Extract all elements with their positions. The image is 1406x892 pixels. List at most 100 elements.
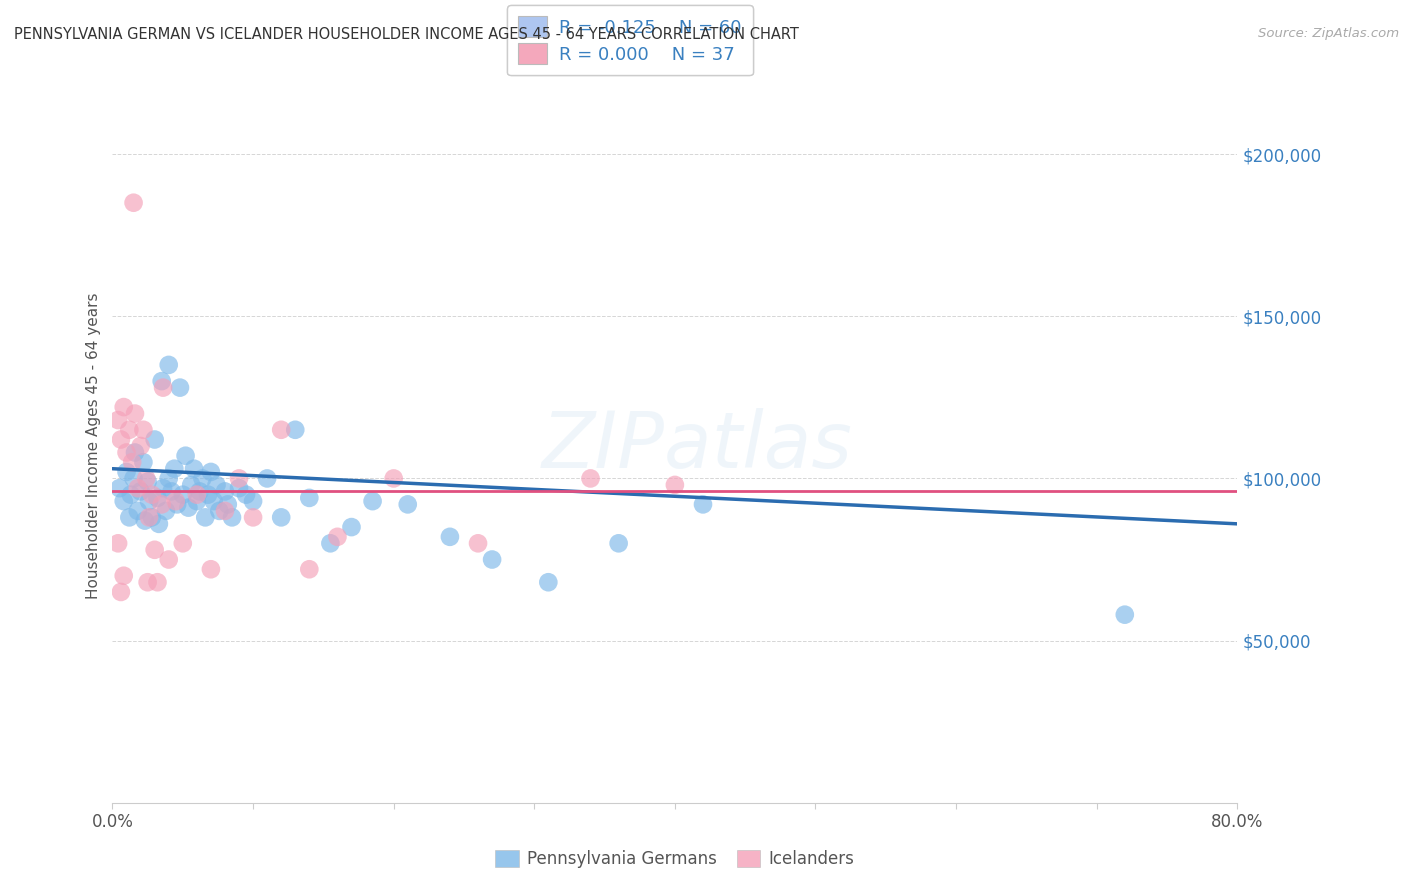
Point — [191, 471, 214, 485]
Point — [270, 423, 292, 437]
Point — [132, 455, 155, 469]
Point — [228, 471, 250, 485]
Point — [110, 433, 132, 447]
Point — [143, 542, 166, 557]
Point — [298, 491, 321, 505]
Point — [200, 465, 222, 479]
Point — [155, 504, 177, 518]
Point — [186, 488, 208, 502]
Point — [115, 445, 138, 459]
Point — [228, 481, 250, 495]
Point — [221, 510, 243, 524]
Point — [118, 423, 141, 437]
Point — [129, 439, 152, 453]
Point — [256, 471, 278, 485]
Point — [202, 494, 225, 508]
Point — [174, 449, 197, 463]
Point — [157, 358, 180, 372]
Point — [361, 494, 384, 508]
Legend: R = -0.125    N = 60, R = 0.000    N = 37: R = -0.125 N = 60, R = 0.000 N = 37 — [508, 5, 752, 75]
Point — [134, 514, 156, 528]
Point — [120, 488, 142, 502]
Point — [439, 530, 461, 544]
Point — [132, 423, 155, 437]
Text: ZIPatlas: ZIPatlas — [541, 408, 853, 484]
Point — [217, 497, 239, 511]
Point — [382, 471, 405, 485]
Point — [194, 510, 217, 524]
Point — [107, 413, 129, 427]
Point — [284, 423, 307, 437]
Point — [214, 504, 236, 518]
Point — [115, 465, 138, 479]
Point — [165, 494, 187, 508]
Point — [138, 494, 160, 508]
Point — [319, 536, 342, 550]
Point — [129, 484, 152, 499]
Point — [579, 471, 602, 485]
Point — [242, 494, 264, 508]
Point — [172, 536, 194, 550]
Point — [112, 494, 135, 508]
Point — [146, 575, 169, 590]
Point — [127, 504, 149, 518]
Point — [172, 488, 194, 502]
Point — [152, 481, 174, 495]
Point — [208, 504, 231, 518]
Point — [152, 381, 174, 395]
Point — [124, 445, 146, 459]
Point — [205, 478, 228, 492]
Point — [148, 516, 170, 531]
Point — [186, 494, 208, 508]
Point — [180, 478, 202, 492]
Point — [138, 510, 160, 524]
Point — [183, 461, 205, 475]
Point — [124, 407, 146, 421]
Point — [242, 510, 264, 524]
Text: Source: ZipAtlas.com: Source: ZipAtlas.com — [1258, 27, 1399, 40]
Point — [197, 488, 219, 502]
Text: PENNSYLVANIA GERMAN VS ICELANDER HOUSEHOLDER INCOME AGES 45 - 64 YEARS CORRELATI: PENNSYLVANIA GERMAN VS ICELANDER HOUSEHO… — [14, 27, 799, 42]
Point — [481, 552, 503, 566]
Point — [122, 471, 145, 485]
Point — [270, 510, 292, 524]
Point — [112, 568, 135, 582]
Point — [326, 530, 349, 544]
Point — [396, 497, 419, 511]
Point — [188, 484, 211, 499]
Point — [157, 552, 180, 566]
Point — [169, 381, 191, 395]
Point — [150, 497, 173, 511]
Point — [118, 510, 141, 524]
Point — [136, 575, 159, 590]
Point — [1114, 607, 1136, 622]
Point — [160, 484, 183, 499]
Point — [112, 400, 135, 414]
Point — [177, 500, 200, 515]
Point — [108, 481, 131, 495]
Point — [235, 488, 257, 502]
Legend: Pennsylvania Germans, Icelanders: Pennsylvania Germans, Icelanders — [489, 843, 860, 875]
Point — [607, 536, 630, 550]
Point — [110, 585, 132, 599]
Point — [467, 536, 489, 550]
Point — [664, 478, 686, 492]
Point — [146, 491, 169, 505]
Point — [135, 471, 157, 485]
Point — [214, 484, 236, 499]
Point — [141, 510, 163, 524]
Point — [150, 374, 173, 388]
Point — [157, 471, 180, 485]
Point — [143, 433, 166, 447]
Point — [107, 536, 129, 550]
Point — [141, 488, 163, 502]
Point — [340, 520, 363, 534]
Point — [166, 497, 188, 511]
Point — [122, 195, 145, 210]
Point — [298, 562, 321, 576]
Y-axis label: Householder Income Ages 45 - 64 years: Householder Income Ages 45 - 64 years — [86, 293, 101, 599]
Point — [537, 575, 560, 590]
Point — [127, 481, 149, 495]
Point — [136, 475, 159, 489]
Point — [121, 455, 143, 469]
